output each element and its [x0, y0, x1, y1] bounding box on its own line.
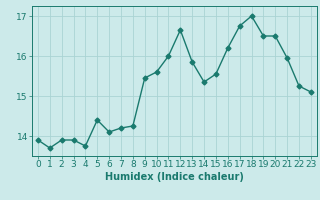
- X-axis label: Humidex (Indice chaleur): Humidex (Indice chaleur): [105, 172, 244, 182]
